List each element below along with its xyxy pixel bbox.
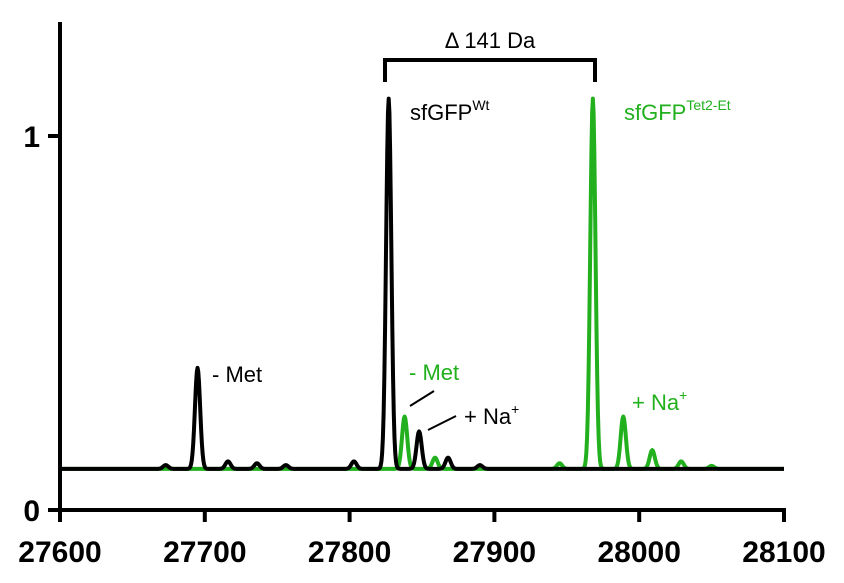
x-tick-label: 27700 xyxy=(163,536,246,569)
y-tick-label: 1 xyxy=(23,121,40,154)
series-layer xyxy=(58,96,786,471)
met-label-black: - Met xyxy=(212,362,262,387)
x-ticks: 27600 27700 27800 27900 28000 28100 xyxy=(18,510,826,569)
series-line-wt xyxy=(58,96,786,471)
na-label-black: + Na+ xyxy=(464,401,519,429)
tet-peak-label: sfGFPTet2-Et xyxy=(624,97,731,125)
met-label-green: - Met xyxy=(409,360,459,385)
delta-bracket xyxy=(383,58,597,82)
y-tick-label: 0 xyxy=(23,495,40,528)
delta-label: Δ 141 Da xyxy=(445,28,536,53)
x-tick-label: 28000 xyxy=(597,536,680,569)
wt-peak-label: sfGFPWt xyxy=(410,97,490,125)
x-tick-label: 27800 xyxy=(308,536,391,569)
met-green-pointer xyxy=(409,390,435,407)
na-black-pointer xyxy=(427,415,457,431)
y-ticks: 01 xyxy=(23,121,60,528)
x-tick-label: 27600 xyxy=(18,536,101,569)
x-tick-label: 27900 xyxy=(453,536,536,569)
x-tick-label: 28100 xyxy=(742,536,825,569)
na-label-green: + Na+ xyxy=(632,387,687,415)
